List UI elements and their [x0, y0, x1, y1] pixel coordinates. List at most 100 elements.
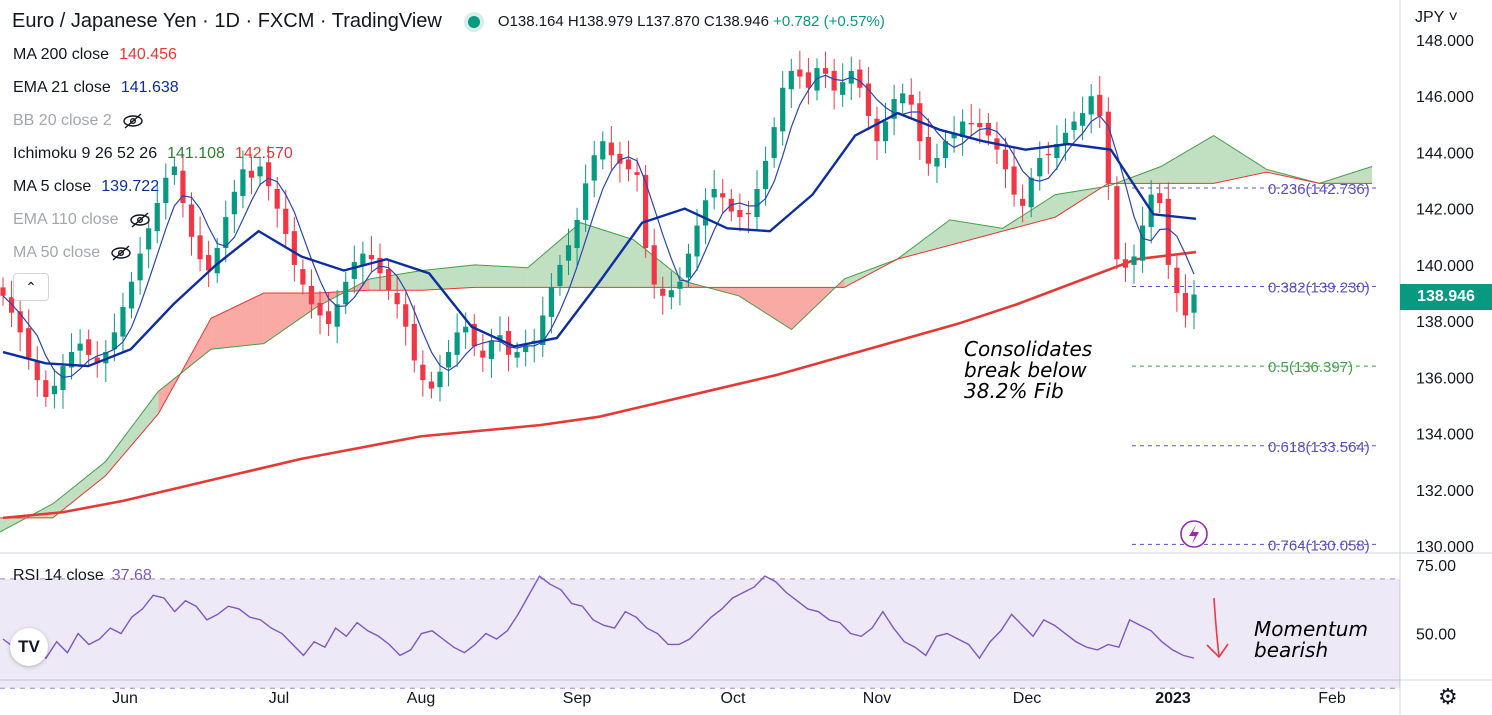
candle-body [1157, 193, 1163, 204]
candle-body [523, 346, 529, 353]
legend-item-ema-110-close[interactable]: EMA 110 close [13, 211, 151, 229]
candle-body [154, 203, 160, 232]
symbol-title[interactable]: Euro / Japanese Yen · 1D · FXCM · Tradin… [12, 10, 442, 32]
legend-item-ma-5-close[interactable]: MA 5 close 139.722 [13, 178, 159, 196]
legend-label: MA 200 close [13, 46, 110, 63]
annotation-line-2: break below [964, 358, 1087, 382]
legend-item-ichimoku-9-26-52-26[interactable]: Ichimoku 9 26 52 26 141.108 142.570 [13, 145, 293, 163]
candle-body [403, 304, 409, 327]
candle-body [146, 228, 152, 250]
candle-body [565, 245, 572, 261]
ichimoku-cloud-segment [633, 239, 686, 288]
candle-body [445, 352, 452, 368]
candle-body [1139, 225, 1146, 261]
ichimoku-cloud-segment [738, 287, 792, 330]
legend-item-bb-20-close-2[interactable]: BB 20 close 2 [13, 112, 144, 130]
legend-value: 141.108 [167, 145, 225, 162]
candle-body [625, 159, 632, 170]
candle-body [17, 311, 23, 333]
candle-body [1174, 267, 1180, 293]
candle-body [720, 193, 726, 198]
eye-off-icon[interactable] [122, 113, 144, 129]
eye-off-icon[interactable] [129, 212, 151, 228]
time-tick-label: Aug [407, 690, 435, 707]
legend-value-2: 142.570 [234, 145, 293, 162]
candle-body [951, 132, 957, 139]
ma200-line [2, 250, 1197, 520]
settings-gear-icon[interactable]: ⚙ [1438, 684, 1458, 709]
candle-body [1122, 259, 1129, 268]
candle-body [188, 204, 195, 237]
candle-body [1182, 293, 1189, 316]
candle-body [343, 281, 349, 305]
eye-off-icon[interactable] [110, 245, 132, 261]
candle-body [1080, 113, 1086, 126]
currency-selector[interactable]: JPY ˅ [1415, 9, 1458, 26]
candle-body [120, 307, 126, 337]
candle-body [514, 352, 520, 358]
candle-body [668, 290, 674, 298]
rsi-label: RSI 14 close [13, 567, 104, 584]
candle-body [925, 136, 931, 164]
fib-level-label: 0.764(130.058) [1268, 537, 1370, 554]
candle-body [643, 174, 649, 249]
tradingview-logo[interactable]: TV [10, 628, 48, 666]
candle-body [77, 343, 83, 351]
candle-body [223, 217, 229, 249]
arrow-down-icon [1206, 643, 1229, 659]
market-status-icon [467, 15, 480, 28]
collapse-legend-button[interactable]: ⌃ [13, 273, 49, 301]
price-tick-label: 144.000 [1416, 145, 1474, 162]
candle-body [788, 70, 794, 90]
candle-body [694, 225, 700, 257]
candle-body [1054, 144, 1060, 159]
candle-body [274, 188, 280, 209]
ichimoku-span-b [0, 171, 1372, 519]
ichimoku-span-a [0, 134, 1373, 533]
momentum-annotation: Momentum bearish [1254, 619, 1368, 661]
rsi-tick-label: 50.00 [1416, 627, 1456, 644]
candle-body [617, 153, 623, 164]
candle-body [497, 335, 503, 340]
rsi-tick-label: 75.00 [1416, 558, 1456, 575]
candle-body [857, 69, 863, 88]
candle-body [171, 166, 177, 175]
candle-body [608, 142, 614, 156]
price-tick-label: 138.000 [1416, 314, 1474, 331]
candle-body [865, 83, 872, 116]
ichimoku-cloud-segment [263, 293, 317, 344]
candle-body [60, 366, 66, 390]
price-tick-label: 140.000 [1416, 258, 1474, 275]
legend-value: 139.722 [101, 178, 160, 195]
candle-body [437, 371, 443, 388]
legend-item-ma-200-close[interactable]: MA 200 close 140.456 [13, 46, 177, 64]
candle-body [780, 87, 786, 132]
candle-body [1045, 153, 1051, 156]
ichimoku-cloud-segment [1160, 135, 1214, 184]
legend-value: 141.638 [120, 79, 179, 96]
ichimoku-cloud-segment [52, 461, 106, 518]
candle-body [985, 122, 991, 136]
candle-body [960, 121, 966, 137]
candle-body [1097, 94, 1103, 116]
candle-body [34, 360, 40, 381]
ichimoku-cloud-segment [474, 264, 528, 288]
candle-body [266, 162, 272, 187]
price-tick-label: 136.000 [1416, 370, 1474, 387]
ohlc-change: +0.782 (+0.57%) [773, 13, 885, 30]
candle-body [308, 285, 315, 305]
legend-item-ema-21-close[interactable]: EMA 21 close 141.638 [13, 79, 179, 97]
time-tick-label: Sep [563, 690, 592, 707]
candle-body [94, 357, 100, 364]
time-tick-label: Feb [1318, 690, 1346, 707]
candle-body [1011, 166, 1017, 195]
annotation-momentum-2: bearish [1254, 638, 1329, 662]
candle-body [600, 141, 606, 160]
candle-body [1071, 121, 1077, 130]
candle-body [368, 255, 375, 260]
candle-body [583, 183, 589, 220]
legend-item-ma-50-close[interactable]: MA 50 close [13, 244, 132, 262]
candle-body [977, 122, 983, 128]
annotation-line-3: 38.2% Fib [964, 379, 1064, 403]
